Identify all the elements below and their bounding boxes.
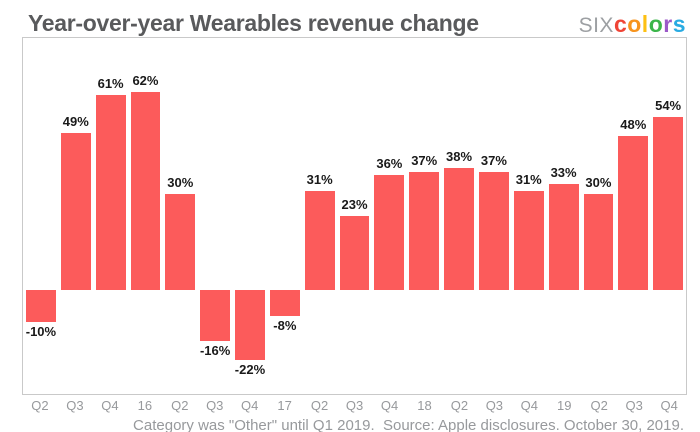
- x-axis-tick: Q4: [660, 398, 678, 413]
- logo-six-text: six: [578, 14, 614, 37]
- bar-value-label: 61%: [97, 75, 124, 91]
- bar-value-label: 38%: [446, 149, 473, 165]
- bar-value-label: 49%: [62, 114, 89, 130]
- bar-slot: 62%: [130, 38, 161, 394]
- bar-value-label: 31%: [515, 171, 542, 187]
- bar-value-label: -22%: [234, 362, 266, 378]
- x-axis-tick: Q4: [101, 398, 119, 413]
- bar: [26, 290, 56, 322]
- bar-value-label: 31%: [306, 171, 333, 187]
- bar: [165, 194, 196, 290]
- bar-value-label: 30%: [167, 175, 194, 190]
- bar: [653, 117, 684, 290]
- bar-slot: 36%: [374, 38, 405, 394]
- x-axis-tick: 17: [277, 398, 292, 413]
- bar-slot: -22%: [235, 38, 265, 394]
- bar: [235, 290, 265, 361]
- x-axis-tick: Q2: [31, 398, 49, 413]
- x-axis-tick: 16: [137, 398, 153, 413]
- logo-letter: c: [613, 11, 628, 37]
- bar-value-label: 37%: [480, 152, 507, 168]
- bar-slot: -10%: [26, 38, 56, 394]
- x-axis-tick: Q3: [345, 398, 364, 413]
- logo-colors-text: colors: [614, 13, 686, 36]
- bar: [548, 184, 579, 290]
- bar: [304, 190, 335, 290]
- bar: [409, 171, 440, 290]
- logo-letter: o: [648, 11, 664, 37]
- x-axis-tick: Q2: [590, 398, 608, 413]
- bar-value-label: 48%: [620, 117, 647, 133]
- bar: [513, 190, 544, 290]
- chart-header: Year-over-year Wearables revenue change …: [0, 0, 700, 36]
- bar-slot: 37%: [478, 38, 509, 394]
- bar-slot: 38%: [444, 38, 474, 394]
- x-axis-tick: Q2: [171, 398, 189, 413]
- bar: [130, 91, 161, 290]
- bar-value-label: -16%: [199, 343, 231, 359]
- x-axis-tick: Q4: [520, 398, 538, 413]
- x-axis: Q2 Q3 Q4 16 Q2 Q3 Q4 17 Q2 Q3 Q4 18 Q2 Q3 Q4 19 Q2 Q3 Q4: [22, 395, 687, 415]
- bar-slot: 30%: [583, 38, 614, 394]
- bar-slot: 33%: [548, 38, 579, 394]
- sixcolors-logo: six colors: [578, 13, 686, 37]
- x-axis-tick: Q2: [450, 398, 469, 413]
- bar-value-label: -10%: [25, 324, 57, 339]
- bar: [618, 136, 649, 290]
- x-axis-tick: Q3: [625, 398, 643, 413]
- x-axis-tick: Q3: [66, 398, 84, 413]
- x-axis-tick: Q2: [310, 398, 329, 413]
- bar-value-label: 37%: [411, 152, 438, 168]
- bar-slot: -16%: [200, 38, 230, 394]
- bar-value-label: 33%: [550, 165, 577, 181]
- x-axis-tick: 19: [557, 398, 572, 413]
- logo-letter: l: [641, 11, 649, 37]
- bar-value-label: 36%: [376, 155, 403, 171]
- bar: [444, 168, 474, 290]
- bar: [269, 290, 300, 316]
- bar-value-label: 30%: [585, 175, 612, 190]
- plot-area: -10% 49% 61% 62% 30% -16% -22% -8% 31% 23% 36% 37% 3…: [22, 37, 687, 395]
- bar-slot: 54%: [653, 38, 684, 394]
- x-axis-tick: Q4: [380, 398, 399, 413]
- bar: [95, 94, 126, 290]
- bar-value-label: 54%: [655, 98, 682, 114]
- logo-letter: r: [663, 11, 673, 37]
- bar-slot: 49%: [60, 38, 91, 394]
- source-caption: Category was "Other" until Q1 2019. Sour…: [133, 417, 684, 432]
- bar-value-label: -8%: [273, 317, 297, 333]
- bar-slot: 37%: [409, 38, 440, 394]
- bar: [200, 290, 231, 342]
- bar-slot: 23%: [339, 38, 370, 394]
- logo-letter: s: [672, 11, 686, 37]
- bar: [478, 171, 509, 290]
- bar-value-label: 23%: [341, 197, 368, 213]
- bar-value-label: 62%: [132, 72, 159, 88]
- bar: [339, 216, 370, 290]
- x-axis-tick: Q3: [206, 398, 224, 413]
- x-axis-tick: Q3: [485, 398, 504, 413]
- bar-slot: 48%: [618, 38, 649, 394]
- bar: [60, 133, 91, 290]
- x-axis-tick: 18: [417, 398, 432, 413]
- bar: [583, 194, 614, 290]
- bar-slot: 31%: [304, 38, 335, 394]
- logo-letter: o: [627, 11, 642, 37]
- bar-slot: -8%: [269, 38, 300, 394]
- bar-slot: 31%: [513, 38, 544, 394]
- x-axis-tick: Q4: [241, 398, 259, 413]
- bar-slot: 61%: [95, 38, 126, 394]
- bar: [374, 174, 405, 290]
- bar-slot: 30%: [165, 38, 196, 394]
- chart-title: Year-over-year Wearables revenue change: [28, 9, 479, 36]
